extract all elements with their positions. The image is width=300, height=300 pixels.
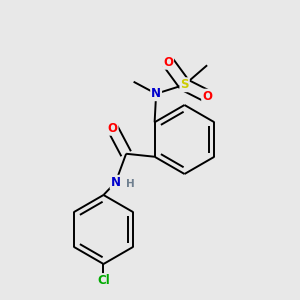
Text: O: O: [108, 122, 118, 135]
Text: N: N: [151, 87, 161, 100]
Text: S: S: [180, 78, 189, 91]
Text: H: H: [126, 179, 134, 189]
Text: O: O: [163, 56, 173, 69]
Text: O: O: [202, 90, 212, 103]
Text: Cl: Cl: [97, 274, 110, 287]
Text: N: N: [111, 176, 121, 189]
